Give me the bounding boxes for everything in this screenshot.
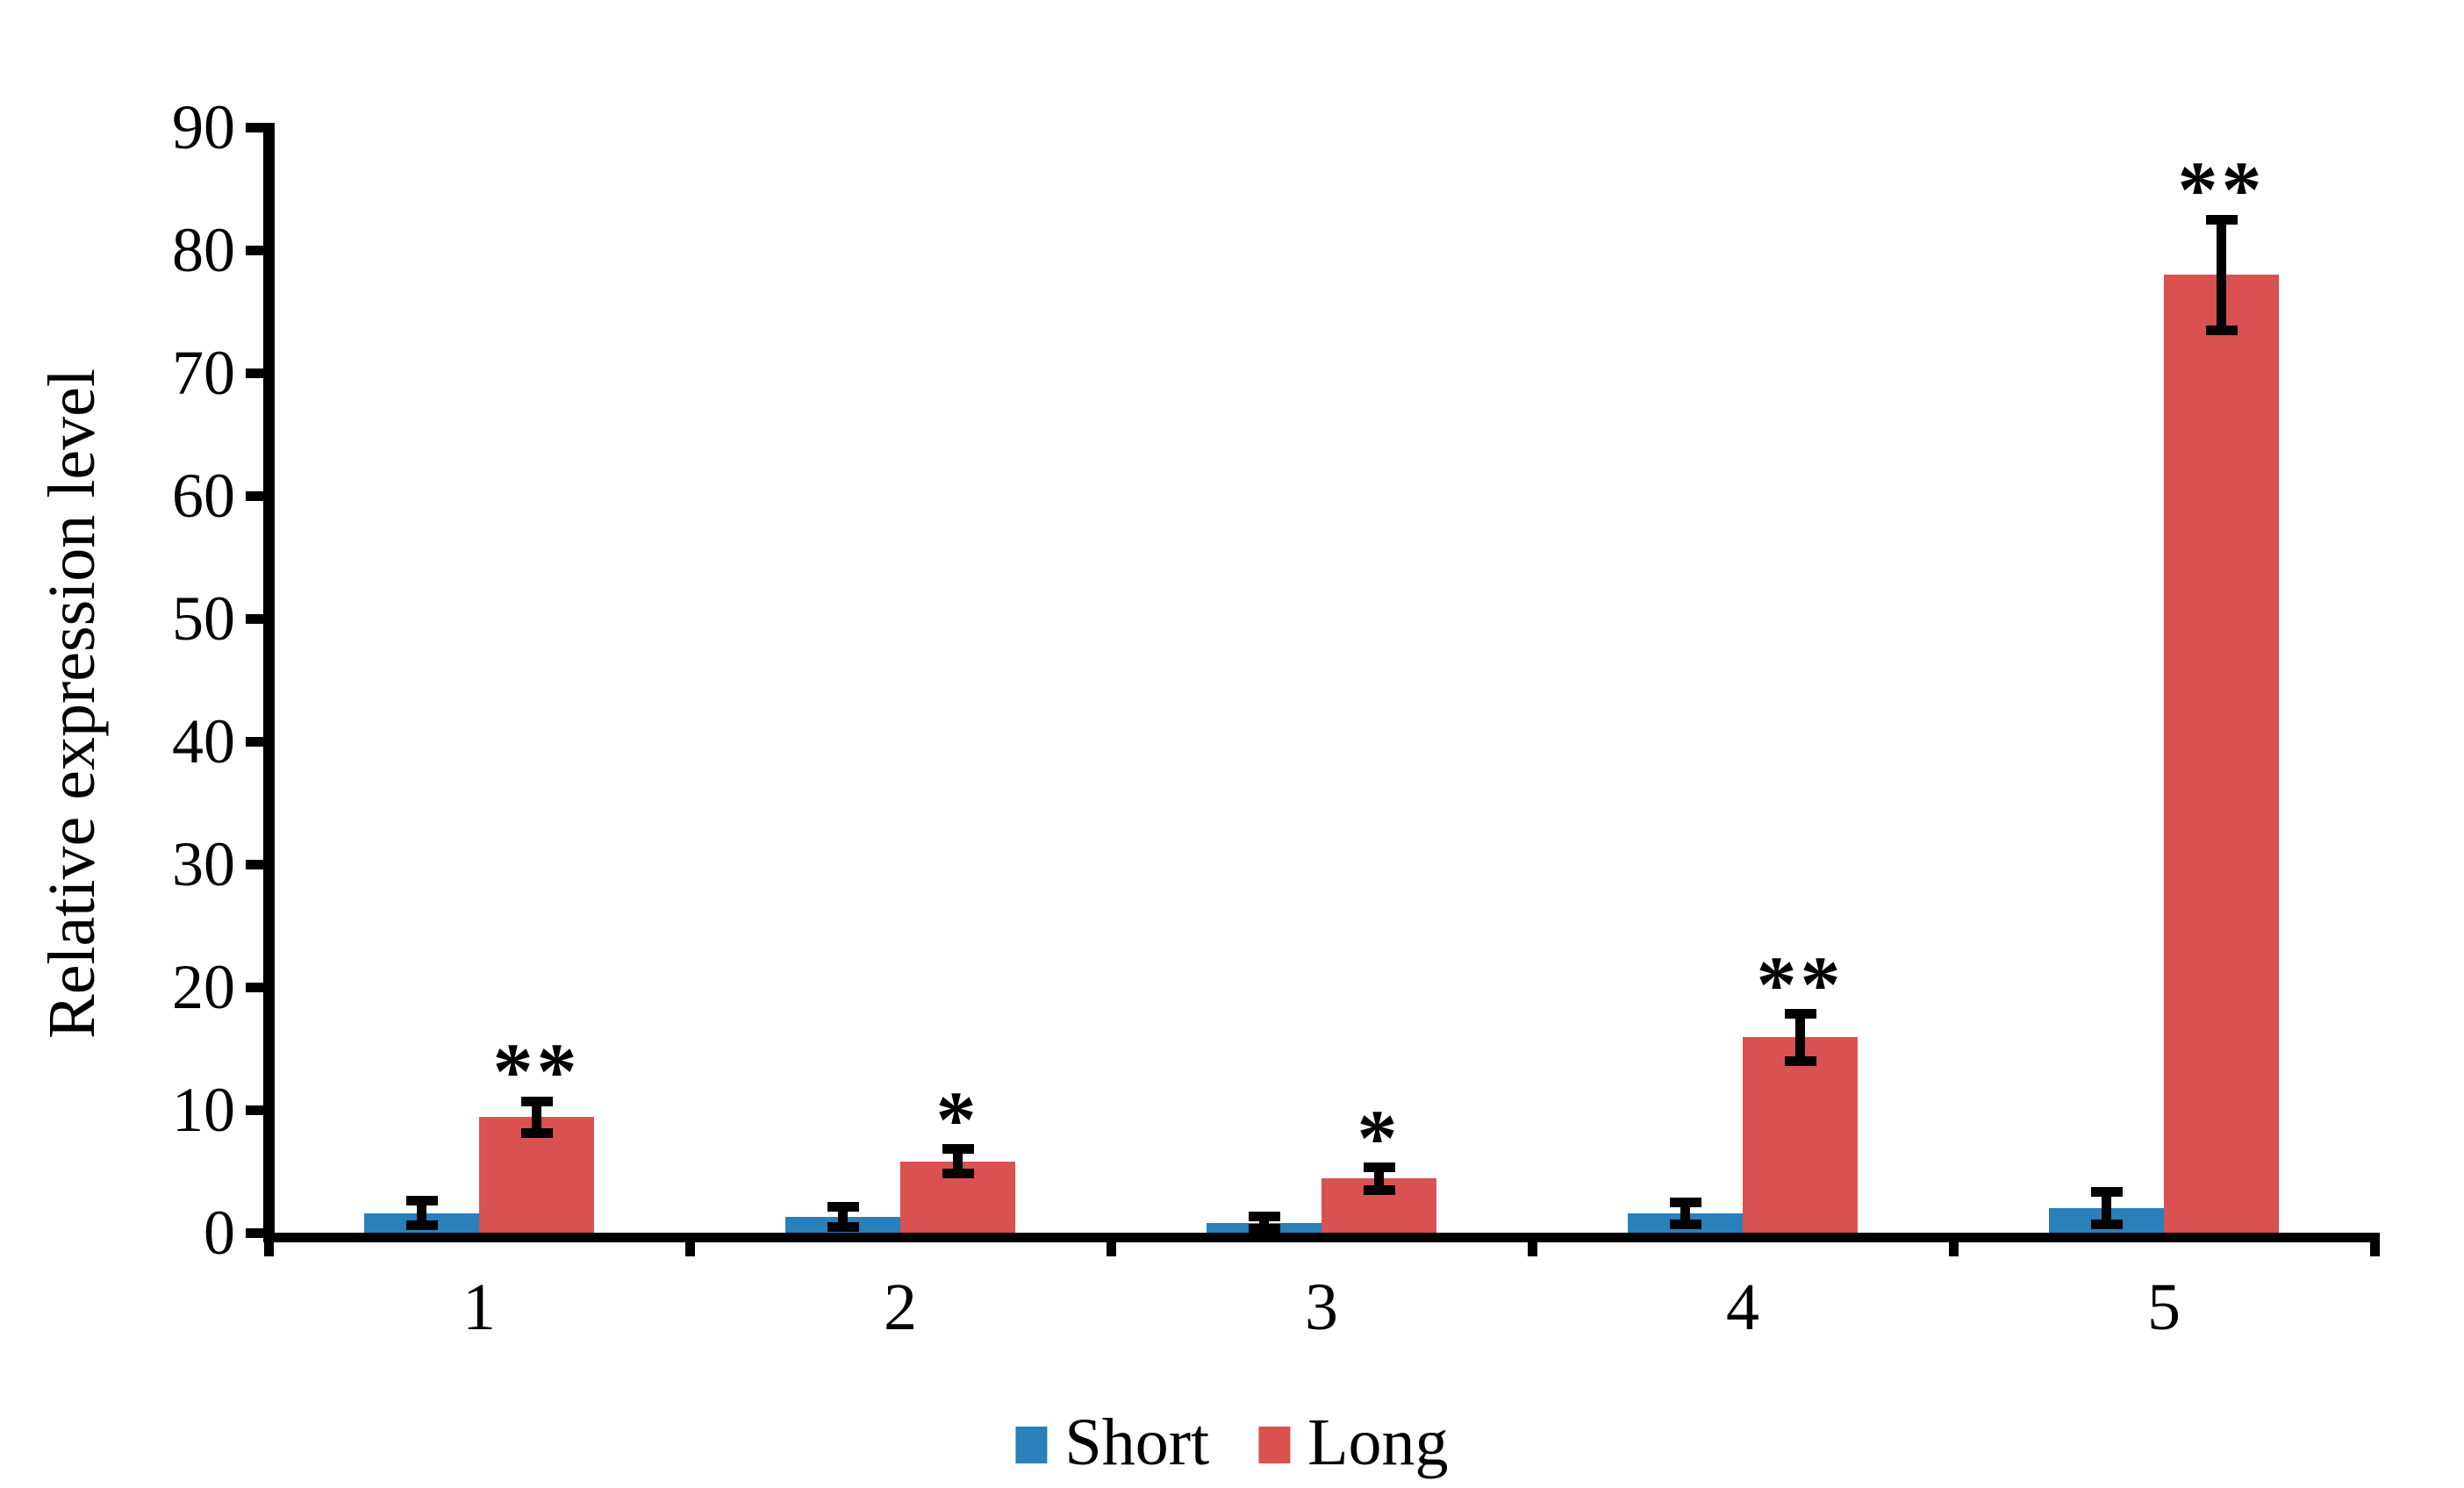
error-bar-cap-bottom [1669, 1219, 1701, 1229]
x-category-label-3: 3 [1305, 1270, 1338, 1344]
error-bar-cap-top [2090, 1187, 2123, 1198]
y-tick-label: 40 [172, 706, 235, 776]
error-bar-cap-bottom [827, 1221, 859, 1232]
error-bar-cap-bottom [1784, 1055, 1816, 1066]
bar-long-5 [2164, 275, 2279, 1233]
significance-label: * [1357, 1092, 1401, 1183]
x-tick [1106, 1233, 1116, 1256]
legend-swatch-long [1258, 1427, 1291, 1463]
x-tick [2369, 1233, 2380, 1256]
x-category-label-2: 2 [884, 1270, 917, 1344]
error-bar-cap-top [942, 1144, 974, 1155]
y-tick [245, 245, 263, 255]
significance-label: ** [492, 1027, 581, 1117]
error-bar-cap-bottom [1248, 1224, 1280, 1234]
y-tick-label: 0 [204, 1198, 235, 1268]
y-tick [245, 859, 263, 869]
x-tick [1948, 1233, 1959, 1256]
legend-item-long: Long [1258, 1406, 1449, 1479]
y-tick-label: 90 [172, 92, 235, 162]
error-bar-line [953, 1148, 963, 1174]
y-tick-label: 30 [172, 829, 235, 899]
y-tick [245, 736, 263, 747]
x-category-label-5: 5 [2147, 1270, 2181, 1344]
error-bar-cap-top [827, 1202, 859, 1213]
y-tick [245, 122, 263, 132]
error-bar-cap-bottom [2205, 325, 2238, 335]
x-category-label-4: 4 [1726, 1270, 1759, 1344]
legend-label: Long [1307, 1406, 1449, 1479]
x-tick [684, 1233, 695, 1256]
error-bar-line [417, 1200, 426, 1226]
x-tick [1527, 1233, 1537, 1256]
x-category-label-1: 1 [462, 1270, 496, 1344]
error-bar-cap-bottom [405, 1220, 438, 1231]
error-bar-line [838, 1206, 848, 1227]
error-bar-line [2217, 219, 2226, 330]
error-bar-cap-top [2205, 214, 2238, 225]
y-tick-label: 10 [172, 1075, 235, 1145]
x-tick [263, 1233, 274, 1256]
error-bar-line [2102, 1191, 2111, 1225]
y-tick-label: 80 [172, 215, 235, 285]
error-bar-line [1795, 1013, 1805, 1061]
y-tick [245, 982, 263, 992]
legend-label: Short [1064, 1406, 1210, 1479]
y-tick [245, 613, 263, 624]
error-bar-line [1680, 1202, 1690, 1225]
y-tick-label: 50 [172, 583, 235, 654]
y-tick [245, 490, 263, 501]
error-bar-line [532, 1101, 541, 1134]
error-bar-cap-top [1669, 1197, 1701, 1207]
y-tick [245, 1227, 263, 1238]
error-bar-cap-top [1363, 1162, 1395, 1173]
significance-label: ** [2177, 145, 2266, 234]
legend-swatch-short [1015, 1427, 1048, 1463]
legend: Short Long [1015, 1406, 1449, 1479]
error-bar-line [1374, 1167, 1384, 1190]
y-tick-label: 70 [172, 338, 235, 408]
error-bar-cap-top [1248, 1212, 1280, 1222]
y-axis-line [262, 123, 275, 1242]
legend-item-short: Short [1015, 1406, 1209, 1479]
x-axis-line [262, 1233, 2380, 1242]
error-bar-cap-bottom [1363, 1184, 1395, 1195]
bar-long-4 [1743, 1037, 1858, 1233]
error-bar-line [1259, 1216, 1269, 1229]
y-tick [245, 368, 263, 378]
significance-label: ** [1756, 939, 1844, 1029]
error-bar-cap-top [405, 1196, 438, 1206]
error-bar-cap-top [520, 1096, 553, 1106]
error-bar-cap-bottom [942, 1169, 974, 1179]
error-bar-cap-bottom [2090, 1219, 2123, 1229]
error-bar-cap-top [1784, 1009, 1816, 1019]
y-tick-label: 60 [172, 461, 235, 531]
y-tick [245, 1105, 263, 1115]
y-tick-label: 20 [172, 952, 235, 1022]
error-bar-cap-bottom [520, 1128, 553, 1139]
significance-label: * [935, 1074, 980, 1164]
